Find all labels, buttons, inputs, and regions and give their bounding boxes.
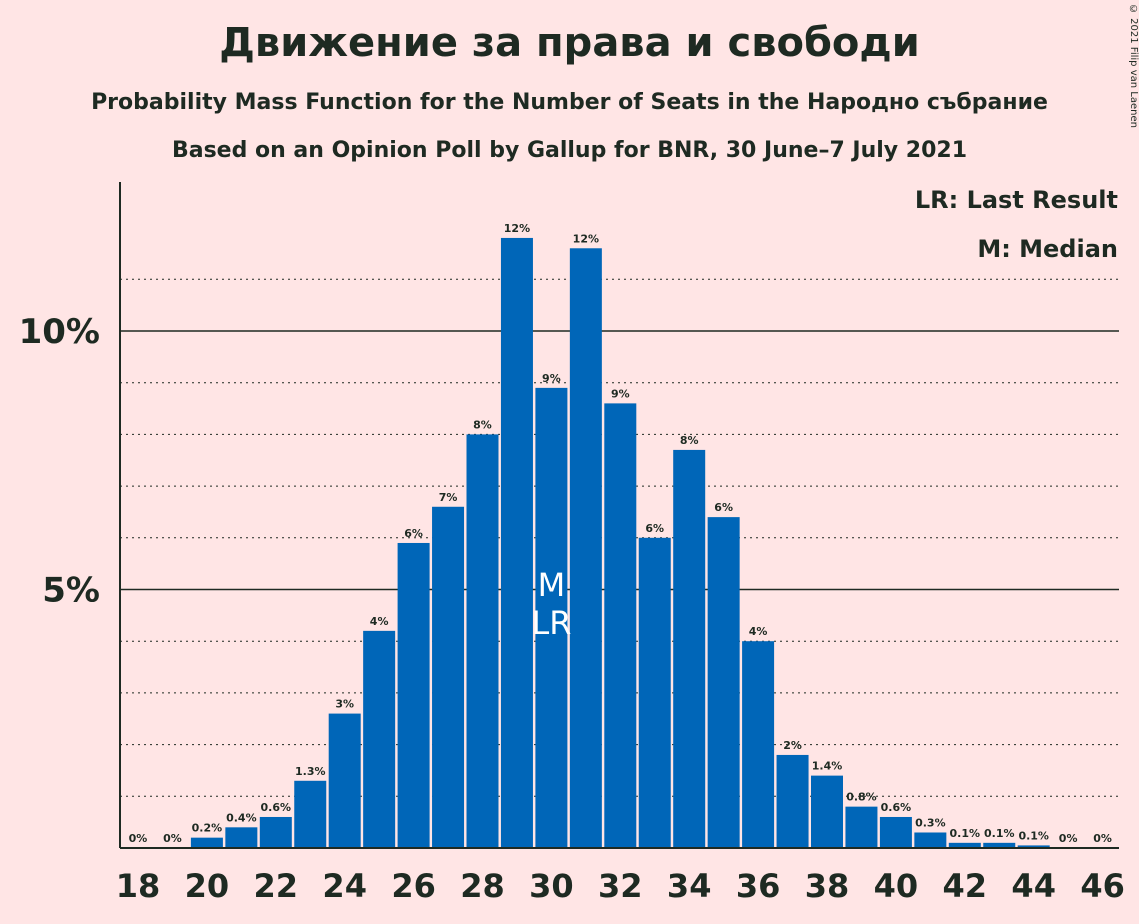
bar-seat-35 xyxy=(707,517,740,848)
x-tick-labels: 18 20 22 24 26 28 30 32 34 36 38 40 42 44 46 xyxy=(116,867,1125,905)
bar-label-seat-37: 2% xyxy=(783,739,802,752)
bar-seat-27 xyxy=(432,506,465,848)
bar-label-seat-18: 0% xyxy=(129,832,148,845)
bar-seat-32 xyxy=(604,403,637,848)
x-tick-label: 20 xyxy=(185,867,230,905)
bar-seat-38 xyxy=(811,775,843,848)
bar-label-seat-29: 12% xyxy=(504,222,530,235)
bar-seat-22 xyxy=(259,816,292,848)
bar-label-seat-42: 0.1% xyxy=(950,827,981,840)
bar-seat-29 xyxy=(500,237,533,848)
bar-seat-25 xyxy=(363,630,396,848)
bar-seat-44 xyxy=(1017,845,1050,848)
bar-label-seat-46: 0% xyxy=(1093,832,1112,845)
x-tick-label: 24 xyxy=(322,867,367,905)
bar-seat-33 xyxy=(638,537,671,848)
x-tick-label: 34 xyxy=(667,867,712,905)
bar-label-seat-32: 9% xyxy=(611,387,630,400)
bar-label-seat-44: 0.1% xyxy=(1018,829,1049,842)
x-tick-label: 28 xyxy=(460,867,505,905)
median-mark: M xyxy=(538,566,566,604)
chart-subtitle: Probability Mass Function for the Number… xyxy=(91,90,1048,115)
bar-label-seat-19: 0% xyxy=(163,832,182,845)
bar-label-seat-34: 8% xyxy=(680,434,699,447)
bar-label-seat-23: 1.3% xyxy=(295,765,326,778)
bar-seat-21 xyxy=(225,827,258,848)
bar-seat-34 xyxy=(673,449,706,848)
bar-seat-26 xyxy=(397,542,430,848)
bar-label-seat-45: 0% xyxy=(1059,832,1078,845)
chart-subtitle-poll: Based on an Opinion Poll by Gallup for B… xyxy=(171,138,968,163)
bar-label-seat-24: 3% xyxy=(335,698,354,711)
median-lr-marks: MLR xyxy=(531,566,571,642)
bar-label-seat-21: 0.4% xyxy=(226,811,257,824)
bar-label-seat-22: 0.6% xyxy=(261,801,292,814)
bar-label-seat-35: 6% xyxy=(714,501,733,514)
bar-seat-37 xyxy=(776,754,809,848)
x-tick-label: 36 xyxy=(736,867,781,905)
x-tick-label: 44 xyxy=(1011,867,1056,905)
x-tick-label: 38 xyxy=(805,867,850,905)
bar-seat-41 xyxy=(914,832,947,848)
bars xyxy=(190,237,1050,848)
bar-seat-40 xyxy=(879,816,912,848)
x-tick-label: 42 xyxy=(943,867,988,905)
bar-seat-23 xyxy=(294,780,327,848)
bar-label-seat-28: 8% xyxy=(473,418,492,431)
last-result-mark: LR xyxy=(531,604,571,642)
bar-label-seat-41: 0.3% xyxy=(915,816,946,829)
bar-label-seat-38: 1.4% xyxy=(812,760,843,773)
x-tick-label: 18 xyxy=(116,867,161,905)
bar-labels: 0% 0% 0.2%0.4% 0.6% 1.3% 3% 4% 6% 7% 8% 12% 9% 12% 9%… xyxy=(129,222,1112,845)
x-tick-label: 26 xyxy=(391,867,436,905)
x-tick-label: 22 xyxy=(254,867,299,905)
bar-seat-36 xyxy=(742,641,775,848)
bar-seat-31 xyxy=(569,248,602,848)
x-tick-label: 40 xyxy=(874,867,919,905)
bar-label-seat-25: 4% xyxy=(370,615,389,628)
chart-title: Движение за права и свободи xyxy=(219,20,920,66)
bar-label-seat-20: 0.2% xyxy=(192,822,223,835)
legend-median: M: Median xyxy=(977,235,1118,263)
y-tick-labels: 5% 10% xyxy=(19,312,100,611)
copyright-note: © 2021 Filip van Laenen xyxy=(1128,4,1139,128)
x-tick-label: 46 xyxy=(1080,867,1125,905)
bar-seat-39 xyxy=(845,806,878,848)
bar-label-seat-26: 6% xyxy=(404,527,423,540)
axes xyxy=(119,182,1119,849)
bar-label-seat-39: 0.8% xyxy=(846,791,877,804)
bar-seat-43 xyxy=(983,842,1016,848)
bar-label-seat-40: 0.6% xyxy=(881,801,912,814)
bar-seat-42 xyxy=(948,842,981,848)
bar-label-seat-30: 9% xyxy=(542,372,561,385)
x-tick-label: 32 xyxy=(598,867,643,905)
bar-label-seat-31: 12% xyxy=(573,232,599,245)
bar-label-seat-33: 6% xyxy=(645,522,664,535)
y-tick-label: 5% xyxy=(42,571,100,611)
bar-label-seat-36: 4% xyxy=(749,625,768,638)
bar-label-seat-27: 7% xyxy=(439,491,458,504)
x-tick-label: 30 xyxy=(529,867,574,905)
y-tick-label: 10% xyxy=(19,312,100,352)
bar-seat-20 xyxy=(190,837,223,848)
bar-seat-24 xyxy=(328,713,361,848)
bar-label-seat-43: 0.1% xyxy=(984,827,1015,840)
bar-seat-28 xyxy=(466,434,499,848)
legend-last-result: LR: Last Result xyxy=(914,186,1118,214)
bar-seat-30 xyxy=(535,387,568,848)
